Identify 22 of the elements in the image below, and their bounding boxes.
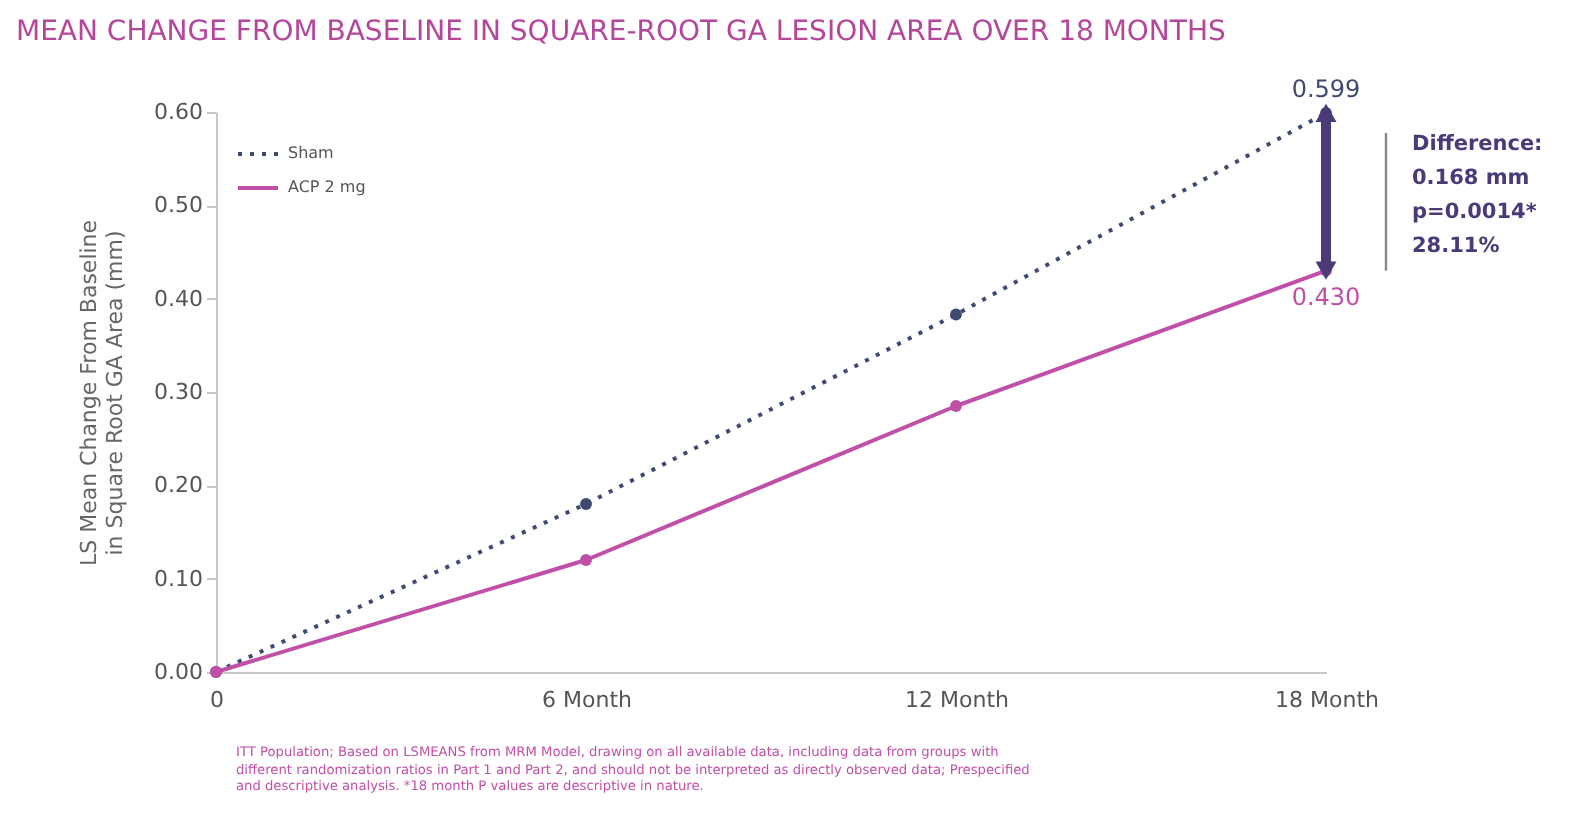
y-tick-label: 0.00 [154,659,203,685]
x-tick-label: 12 Month [905,687,1010,713]
x-tick-label: 6 Month [542,687,633,713]
y-tick-label: 0.10 [154,565,203,592]
y-tick-label: 0.50 [154,192,203,219]
text: Difference: 0.168 mm p=0.0014* 28.11% [1412,130,1543,262]
y-tick-label: 0.40 [154,285,203,312]
point [950,308,962,321]
x-tick-label: 0 [210,687,224,713]
y-axis-title: LS Mean Change From Baseline in Square Root GA Area (mm) [76,219,129,567]
point [580,498,592,510]
data-label: 0.430 [1291,282,1361,311]
y-tick-label: 0.30 [154,379,203,405]
legend-label: Sham [288,144,335,162]
point [950,400,962,412]
chart-title: MEAN CHANGE FROM BASELINE IN SQUARE-ROOT GA LESION AREA OVER 18 MONTHS [16,16,1226,48]
data-label: 0.599 [1291,74,1361,103]
point [580,554,592,566]
x-tick-label: 18 Month [1275,687,1380,713]
y-tick-label: 0.20 [154,472,203,499]
legend-label: ACP 2 mg [288,178,366,196]
y-tick-label: 0.60 [154,99,203,125]
